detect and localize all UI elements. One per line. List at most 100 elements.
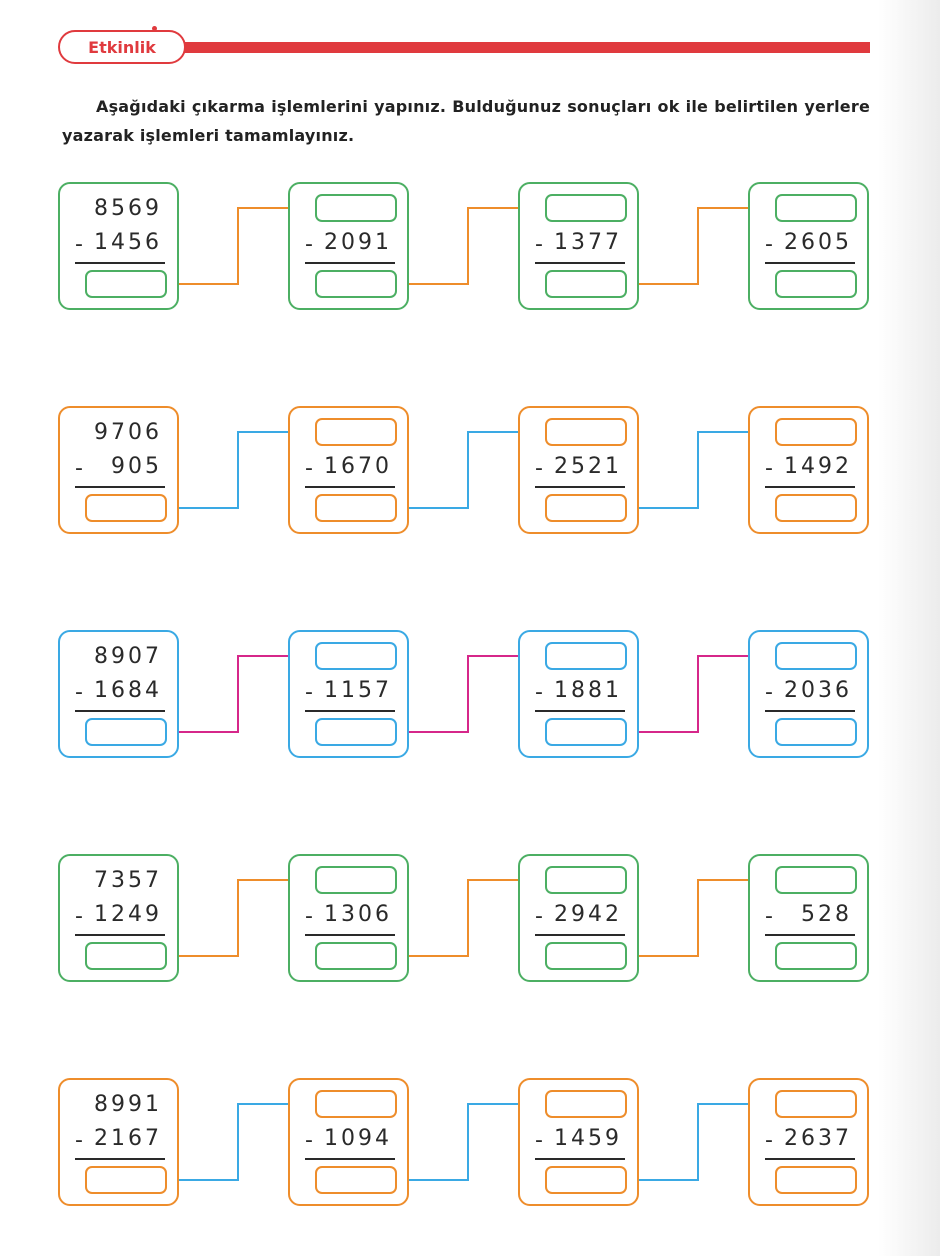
difference-answer-box[interactable] — [315, 270, 397, 298]
minuend-value: 9706 — [94, 420, 162, 445]
connector-arrow — [626, 431, 764, 509]
difference-answer-box[interactable] — [775, 1166, 857, 1194]
subtraction-line — [535, 486, 625, 488]
subtrahend-value: 1492 — [784, 454, 852, 479]
minus-sign: - — [535, 904, 543, 929]
minus-sign: - — [535, 680, 543, 705]
subtrahend-value: 2637 — [784, 1126, 852, 1151]
minuend-answer-box[interactable] — [545, 1090, 627, 1118]
connector-arrow — [626, 207, 764, 285]
minuend-answer-box[interactable] — [315, 194, 397, 222]
minuend-answer-box[interactable] — [545, 866, 627, 894]
subtraction-card: 8569-1456 — [58, 182, 179, 310]
subtraction-line — [305, 710, 395, 712]
minuend-answer-box[interactable] — [775, 194, 857, 222]
difference-answer-box[interactable] — [315, 942, 397, 970]
subtraction-card: -1094 — [288, 1078, 409, 1206]
minuend-answer-box[interactable] — [775, 1090, 857, 1118]
subtraction-card: 8907-1684 — [58, 630, 179, 758]
subtraction-card: 7357-1249 — [58, 854, 179, 982]
subtrahend-value: 1377 — [554, 230, 622, 255]
difference-answer-box[interactable] — [545, 718, 627, 746]
subtraction-card: -2521 — [518, 406, 639, 534]
difference-answer-box[interactable] — [775, 270, 857, 298]
connector-arrow — [396, 1103, 534, 1181]
subtrahend-value: 2605 — [784, 230, 852, 255]
activity-badge: Etkinlik — [58, 30, 186, 64]
subtraction-line — [305, 1158, 395, 1160]
minuend-answer-box[interactable] — [315, 642, 397, 670]
difference-answer-box[interactable] — [85, 270, 167, 298]
connector-arrow — [166, 1103, 304, 1181]
difference-answer-box[interactable] — [545, 942, 627, 970]
difference-answer-box[interactable] — [775, 494, 857, 522]
minuend-answer-box[interactable] — [315, 418, 397, 446]
connector-arrow — [166, 431, 304, 509]
difference-answer-box[interactable] — [85, 1166, 167, 1194]
subtraction-card: -2036 — [748, 630, 869, 758]
minus-sign: - — [75, 1128, 83, 1153]
subtrahend-value: 1306 — [324, 902, 392, 927]
badge-dot-icon — [152, 26, 157, 31]
subtraction-line — [305, 486, 395, 488]
subtrahend-value: 1094 — [324, 1126, 392, 1151]
subtraction-card: -1306 — [288, 854, 409, 982]
connector-arrow — [396, 879, 534, 957]
difference-answer-box[interactable] — [85, 942, 167, 970]
subtrahend-value: 528 — [801, 902, 852, 927]
minus-sign: - — [765, 456, 773, 481]
difference-answer-box[interactable] — [315, 718, 397, 746]
minuend-answer-box[interactable] — [545, 642, 627, 670]
minus-sign: - — [765, 904, 773, 929]
subtrahend-value: 2167 — [94, 1126, 162, 1151]
subtraction-line — [765, 934, 855, 936]
minus-sign: - — [75, 904, 83, 929]
subtrahend-value: 1249 — [94, 902, 162, 927]
subtraction-card: -1459 — [518, 1078, 639, 1206]
difference-answer-box[interactable] — [315, 494, 397, 522]
subtraction-line — [75, 1158, 165, 1160]
subtrahend-value: 1157 — [324, 678, 392, 703]
minus-sign: - — [75, 232, 83, 257]
difference-answer-box[interactable] — [85, 494, 167, 522]
minuend-answer-box[interactable] — [315, 866, 397, 894]
connector-arrow — [626, 1103, 764, 1181]
minuend-answer-box[interactable] — [545, 418, 627, 446]
difference-answer-box[interactable] — [775, 942, 857, 970]
difference-answer-box[interactable] — [545, 270, 627, 298]
minus-sign: - — [765, 1128, 773, 1153]
subtraction-line — [765, 486, 855, 488]
instructions-text: Aşağıdaki çıkarma işlemlerini yapınız. B… — [62, 97, 870, 145]
subtraction-card: -2942 — [518, 854, 639, 982]
header-bar — [180, 42, 870, 53]
minuend-value: 8991 — [94, 1092, 162, 1117]
difference-answer-box[interactable] — [545, 494, 627, 522]
minuend-value: 7357 — [94, 868, 162, 893]
connector-arrow — [166, 207, 304, 285]
connector-arrow — [396, 207, 534, 285]
difference-answer-box[interactable] — [315, 1166, 397, 1194]
subtraction-line — [535, 262, 625, 264]
subtraction-line — [765, 1158, 855, 1160]
subtraction-card: -2091 — [288, 182, 409, 310]
minus-sign: - — [305, 232, 313, 257]
minuend-answer-box[interactable] — [315, 1090, 397, 1118]
minus-sign: - — [765, 680, 773, 705]
connector-arrow — [396, 655, 534, 733]
subtraction-line — [305, 262, 395, 264]
minuend-answer-box[interactable] — [545, 194, 627, 222]
subtrahend-value: 1456 — [94, 230, 162, 255]
difference-answer-box[interactable] — [775, 718, 857, 746]
minuend-value: 8907 — [94, 644, 162, 669]
subtraction-line — [75, 934, 165, 936]
minuend-answer-box[interactable] — [775, 866, 857, 894]
minuend-answer-box[interactable] — [775, 418, 857, 446]
minus-sign: - — [75, 680, 83, 705]
minus-sign: - — [305, 680, 313, 705]
subtrahend-value: 1459 — [554, 1126, 622, 1151]
subtrahend-value: 2521 — [554, 454, 622, 479]
minuend-answer-box[interactable] — [775, 642, 857, 670]
difference-answer-box[interactable] — [85, 718, 167, 746]
difference-answer-box[interactable] — [545, 1166, 627, 1194]
minus-sign: - — [305, 904, 313, 929]
